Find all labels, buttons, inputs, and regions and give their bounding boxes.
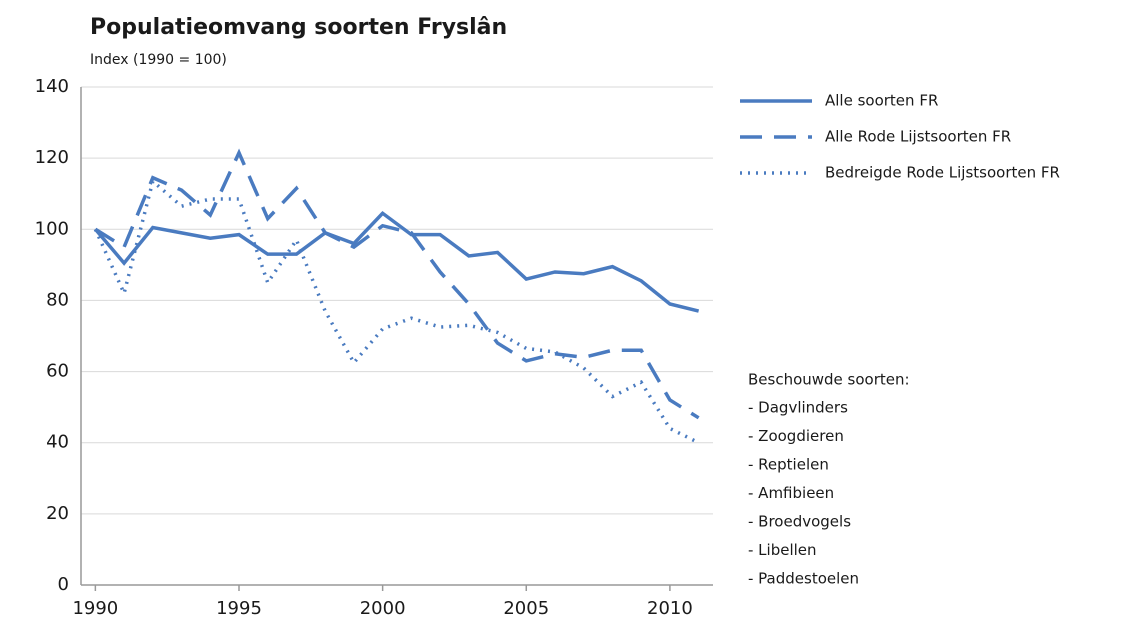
y-tick-label: 80: [46, 289, 69, 310]
x-tick-label: 2010: [647, 598, 693, 619]
annotation-title: Beschouwde soorten:: [748, 371, 910, 389]
y-tick-label: 140: [35, 76, 69, 97]
data-line: [93, 178, 700, 445]
annotation: - Zoogdieren: [748, 427, 844, 445]
data-line: [94, 148, 700, 420]
y-tick-label: 0: [58, 574, 69, 595]
y-tick-label: 20: [46, 503, 69, 524]
annotation: - Libellen: [748, 541, 817, 559]
legend-label: Bedreigde Rode Lijstsoorten FR: [825, 164, 1060, 182]
y-tick-label: 40: [46, 432, 69, 453]
x-tick-label: 2005: [503, 598, 549, 619]
y-tick-label: 100: [35, 218, 69, 239]
annotation: - Broedvogels: [748, 513, 851, 531]
legend-label: Alle soorten FR: [825, 92, 938, 110]
chart-subtitle: Index (1990 = 100): [90, 52, 227, 68]
annotation: - Reptielen: [748, 456, 829, 474]
annotation: - Amfibieen: [748, 484, 834, 502]
x-tick-label: 1990: [72, 598, 118, 619]
y-tick-label: 120: [35, 147, 69, 168]
y-tick-label: 60: [46, 361, 69, 382]
data-line: [94, 210, 700, 313]
chart-title: Populatieomvang soorten Fryslân: [90, 15, 507, 40]
annotation: - Dagvlinders: [748, 399, 848, 417]
annotation: - Paddestoelen: [748, 570, 859, 588]
x-tick-label: 1995: [216, 598, 262, 619]
legend-label: Alle Rode Lijstsoorten FR: [825, 128, 1011, 146]
x-tick-label: 2000: [360, 598, 406, 619]
